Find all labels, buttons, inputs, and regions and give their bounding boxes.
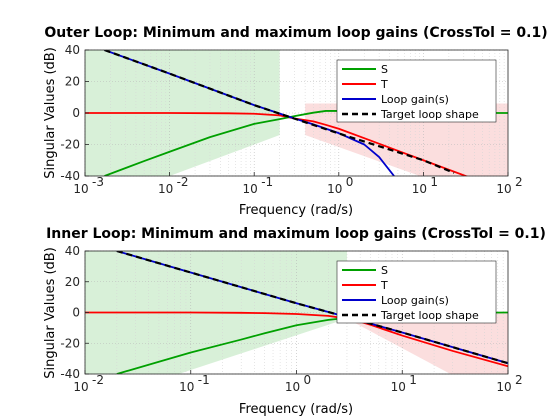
inner-loop-legend: ST Loop gain(s) Target loop shape bbox=[336, 260, 497, 324]
inner-loop-ylabel: Singular Values (dB) bbox=[43, 247, 58, 379]
outer-loop-xlabel: Frequency (rad/s) bbox=[239, 203, 353, 218]
inner-loop-ytick-label: -40 bbox=[60, 367, 80, 381]
inner-loop-xtick-label: 10 bbox=[496, 380, 511, 394]
outer-loop-legend-label: Loop gain(s) bbox=[381, 93, 449, 106]
outer-loop-legend: ST Loop gain(s) Target loop shape bbox=[336, 59, 497, 123]
outer-loop-xtick-exponent: 2 bbox=[515, 175, 523, 189]
inner-loop-title: Inner Loop: Minimum and maximum loop gai… bbox=[46, 226, 546, 242]
inner-loop-xtick-exponent: 0 bbox=[304, 373, 312, 387]
outer-loop-series-target-loop-shape bbox=[104, 50, 455, 174]
inner-loop-legend-label: Target loop shape bbox=[380, 309, 479, 322]
outer-loop-legend-box bbox=[336, 59, 497, 123]
outer-loop-xtick-label: 10 bbox=[412, 182, 427, 196]
inner-loop-xtick-label: 10 bbox=[391, 380, 406, 394]
outer-loop-xtick-exponent: 1 bbox=[430, 175, 438, 189]
outer-loop-xtick-label: 10 bbox=[327, 182, 342, 196]
outer-loop-xtick-exponent: 0 bbox=[346, 175, 354, 189]
outer-loop-xtick-exponent: -2 bbox=[177, 175, 189, 189]
outer-loop-xtick-label: 10 bbox=[496, 182, 511, 196]
outer-loop-xtick-label: 10 bbox=[158, 182, 173, 196]
outer-loop-ytick-label: 0 bbox=[72, 106, 80, 120]
outer-loop-legend-label: S bbox=[381, 63, 388, 76]
outer-loop-series bbox=[85, 50, 508, 176]
outer-loop-xtick-exponent: -1 bbox=[261, 175, 273, 189]
inner-loop-xtick-exponent: -2 bbox=[92, 373, 104, 387]
inner-loop-legend-label: T bbox=[380, 279, 388, 292]
outer-loop-ytick-label: -40 bbox=[60, 169, 80, 183]
inner-loop-ytick-label: -20 bbox=[60, 336, 80, 350]
inner-loop-xtick-exponent: 1 bbox=[409, 373, 417, 387]
inner-loop-xtick-label: 10 bbox=[285, 380, 300, 394]
inner-loop-xtick-exponent: 2 bbox=[515, 373, 523, 387]
outer-loop-series-t bbox=[85, 112, 469, 176]
inner-loop-xtick-label: 10 bbox=[179, 380, 194, 394]
inner-loop-xtick-exponent: -1 bbox=[198, 373, 210, 387]
outer-loop-legend-label: Target loop shape bbox=[380, 108, 479, 121]
inner-loop-xtick-label: 10 bbox=[73, 380, 88, 394]
outer-loop-legend-label: T bbox=[380, 78, 388, 91]
inner-loop-series-target-loop-shape bbox=[116, 251, 508, 365]
outer-loop-xtick-label: 10 bbox=[243, 182, 258, 196]
outer-loop-xtick-label: 10 bbox=[73, 182, 88, 196]
outer-loop-ytick-label: 40 bbox=[65, 43, 80, 57]
outer-loop-title: Outer Loop: Minimum and maximum loop gai… bbox=[44, 25, 547, 41]
inner-loop-legend-label: S bbox=[381, 264, 388, 277]
outer-loop-ytick-label: 20 bbox=[65, 75, 80, 89]
outer-loop-ylabel: Singular Values (dB) bbox=[43, 47, 58, 179]
inner-loop-ytick-label: 40 bbox=[65, 244, 80, 258]
outer-loop-ytick-label: -20 bbox=[60, 138, 80, 152]
inner-loop-ytick-label: 20 bbox=[65, 275, 80, 289]
inner-loop-legend-label: Loop gain(s) bbox=[381, 294, 449, 307]
inner-loop-legend-box bbox=[336, 260, 497, 324]
inner-loop-xlabel: Frequency (rad/s) bbox=[239, 402, 353, 417]
inner-loop-ytick-label: 0 bbox=[72, 306, 80, 320]
outer-loop-xtick-exponent: -3 bbox=[92, 175, 104, 189]
